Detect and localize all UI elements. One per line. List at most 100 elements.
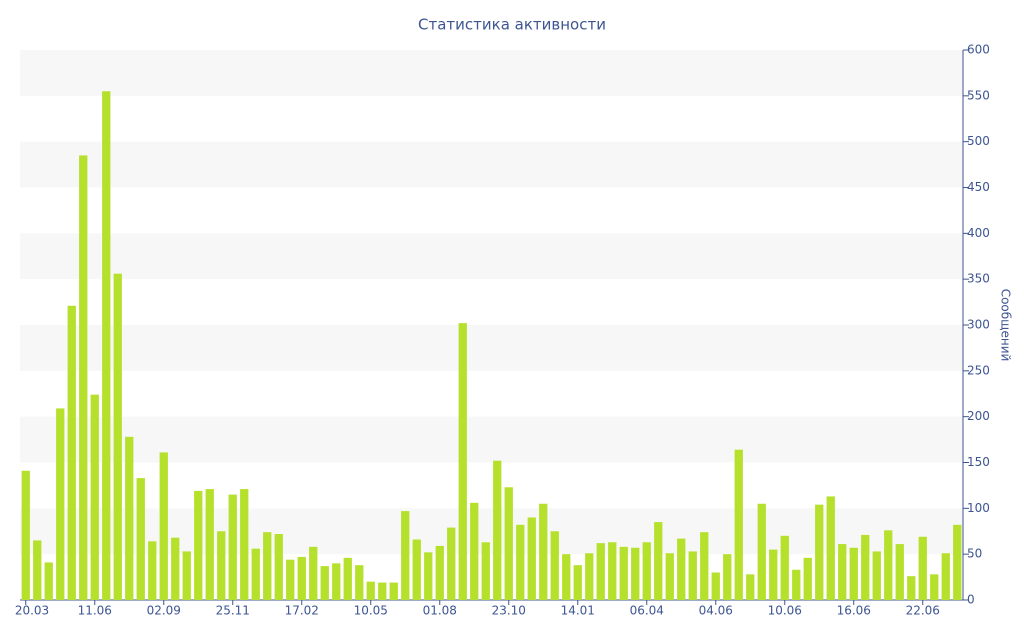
bar xyxy=(539,503,548,600)
bar xyxy=(838,544,847,600)
bar xyxy=(320,566,329,600)
bar xyxy=(332,563,341,600)
y-tick-label: 550 xyxy=(967,88,990,102)
bar xyxy=(366,581,375,600)
chart-title: Статистика активности xyxy=(418,16,606,34)
y-tick-label: 300 xyxy=(967,318,990,332)
bar xyxy=(642,542,651,600)
bar xyxy=(700,532,709,600)
bar xyxy=(723,554,732,600)
y-tick-label: 0 xyxy=(967,593,975,607)
bar xyxy=(631,547,640,600)
x-tick-label: 06.04 xyxy=(630,604,664,618)
bar xyxy=(585,553,594,600)
bar xyxy=(102,91,111,600)
bar xyxy=(401,511,410,600)
bar xyxy=(274,534,283,600)
bar xyxy=(619,546,628,600)
bar xyxy=(217,531,226,600)
bar xyxy=(826,496,835,600)
bar xyxy=(205,489,214,600)
bar xyxy=(665,553,674,600)
y-tick-label: 400 xyxy=(967,226,990,240)
grid-band xyxy=(20,141,963,188)
grid-band xyxy=(20,233,963,280)
bar xyxy=(56,408,65,600)
bar xyxy=(953,524,962,600)
bar xyxy=(596,543,605,600)
bar xyxy=(33,540,42,600)
x-tick-label: 25.11 xyxy=(216,604,250,618)
bar xyxy=(895,544,904,600)
bar xyxy=(343,557,352,600)
bar xyxy=(136,478,145,600)
x-tick-label: 14.01 xyxy=(561,604,595,618)
bar xyxy=(447,527,456,600)
bar xyxy=(849,547,858,600)
bar xyxy=(159,452,168,600)
bar xyxy=(504,487,513,600)
bar xyxy=(67,305,76,600)
bar xyxy=(182,551,191,600)
bar xyxy=(263,532,272,600)
bar xyxy=(228,494,237,600)
y-axis-title: Сообщений xyxy=(999,289,1013,362)
bar xyxy=(941,553,950,600)
bar xyxy=(251,548,260,600)
bar xyxy=(79,155,88,600)
bar xyxy=(171,537,180,600)
y-tick-label: 500 xyxy=(967,134,990,148)
bar xyxy=(458,323,467,600)
bar xyxy=(780,535,789,600)
bar xyxy=(918,536,927,600)
bar xyxy=(435,545,444,600)
bar xyxy=(654,522,663,600)
x-tick-label: 04.06 xyxy=(699,604,733,618)
bar xyxy=(550,531,559,600)
bar xyxy=(240,489,249,600)
x-tick-label: 02.09 xyxy=(147,604,181,618)
bar xyxy=(148,541,157,600)
grid-band xyxy=(20,416,963,463)
y-tick-label: 450 xyxy=(967,180,990,194)
y-tick-label: 350 xyxy=(967,272,990,286)
bar xyxy=(746,574,755,600)
x-tick-label: 17.02 xyxy=(285,604,319,618)
bar xyxy=(378,582,387,600)
x-tick-label: 01.08 xyxy=(423,604,457,618)
bar xyxy=(930,574,939,600)
bar xyxy=(792,569,801,600)
bar xyxy=(769,549,778,600)
bar xyxy=(297,556,306,600)
bar xyxy=(481,542,490,600)
bar xyxy=(516,524,525,600)
bar xyxy=(757,503,766,600)
bar xyxy=(803,557,812,600)
x-tick-label: 23.10 xyxy=(492,604,526,618)
bar xyxy=(286,559,295,600)
bar xyxy=(688,551,697,600)
bar xyxy=(424,552,433,600)
bar xyxy=(734,449,743,600)
bar xyxy=(355,565,364,600)
bar xyxy=(493,460,502,600)
bar xyxy=(573,565,582,600)
y-tick-label: 100 xyxy=(967,501,990,515)
bar xyxy=(21,470,30,600)
x-tick-label: 10.05 xyxy=(354,604,388,618)
bar xyxy=(527,517,536,600)
bar xyxy=(194,490,203,600)
bar xyxy=(309,546,318,600)
grid-band xyxy=(20,325,963,371)
x-tick-label: 11.06 xyxy=(78,604,112,618)
bar xyxy=(90,394,99,600)
x-tick-label: 16.06 xyxy=(837,604,871,618)
bar xyxy=(562,554,571,600)
y-tick-label: 250 xyxy=(967,363,990,377)
x-tick-label: 22.06 xyxy=(906,604,940,618)
bar xyxy=(608,542,617,600)
x-tick-label: 10.06 xyxy=(768,604,802,618)
bar xyxy=(815,504,824,600)
y-tick-label: 200 xyxy=(967,409,990,423)
